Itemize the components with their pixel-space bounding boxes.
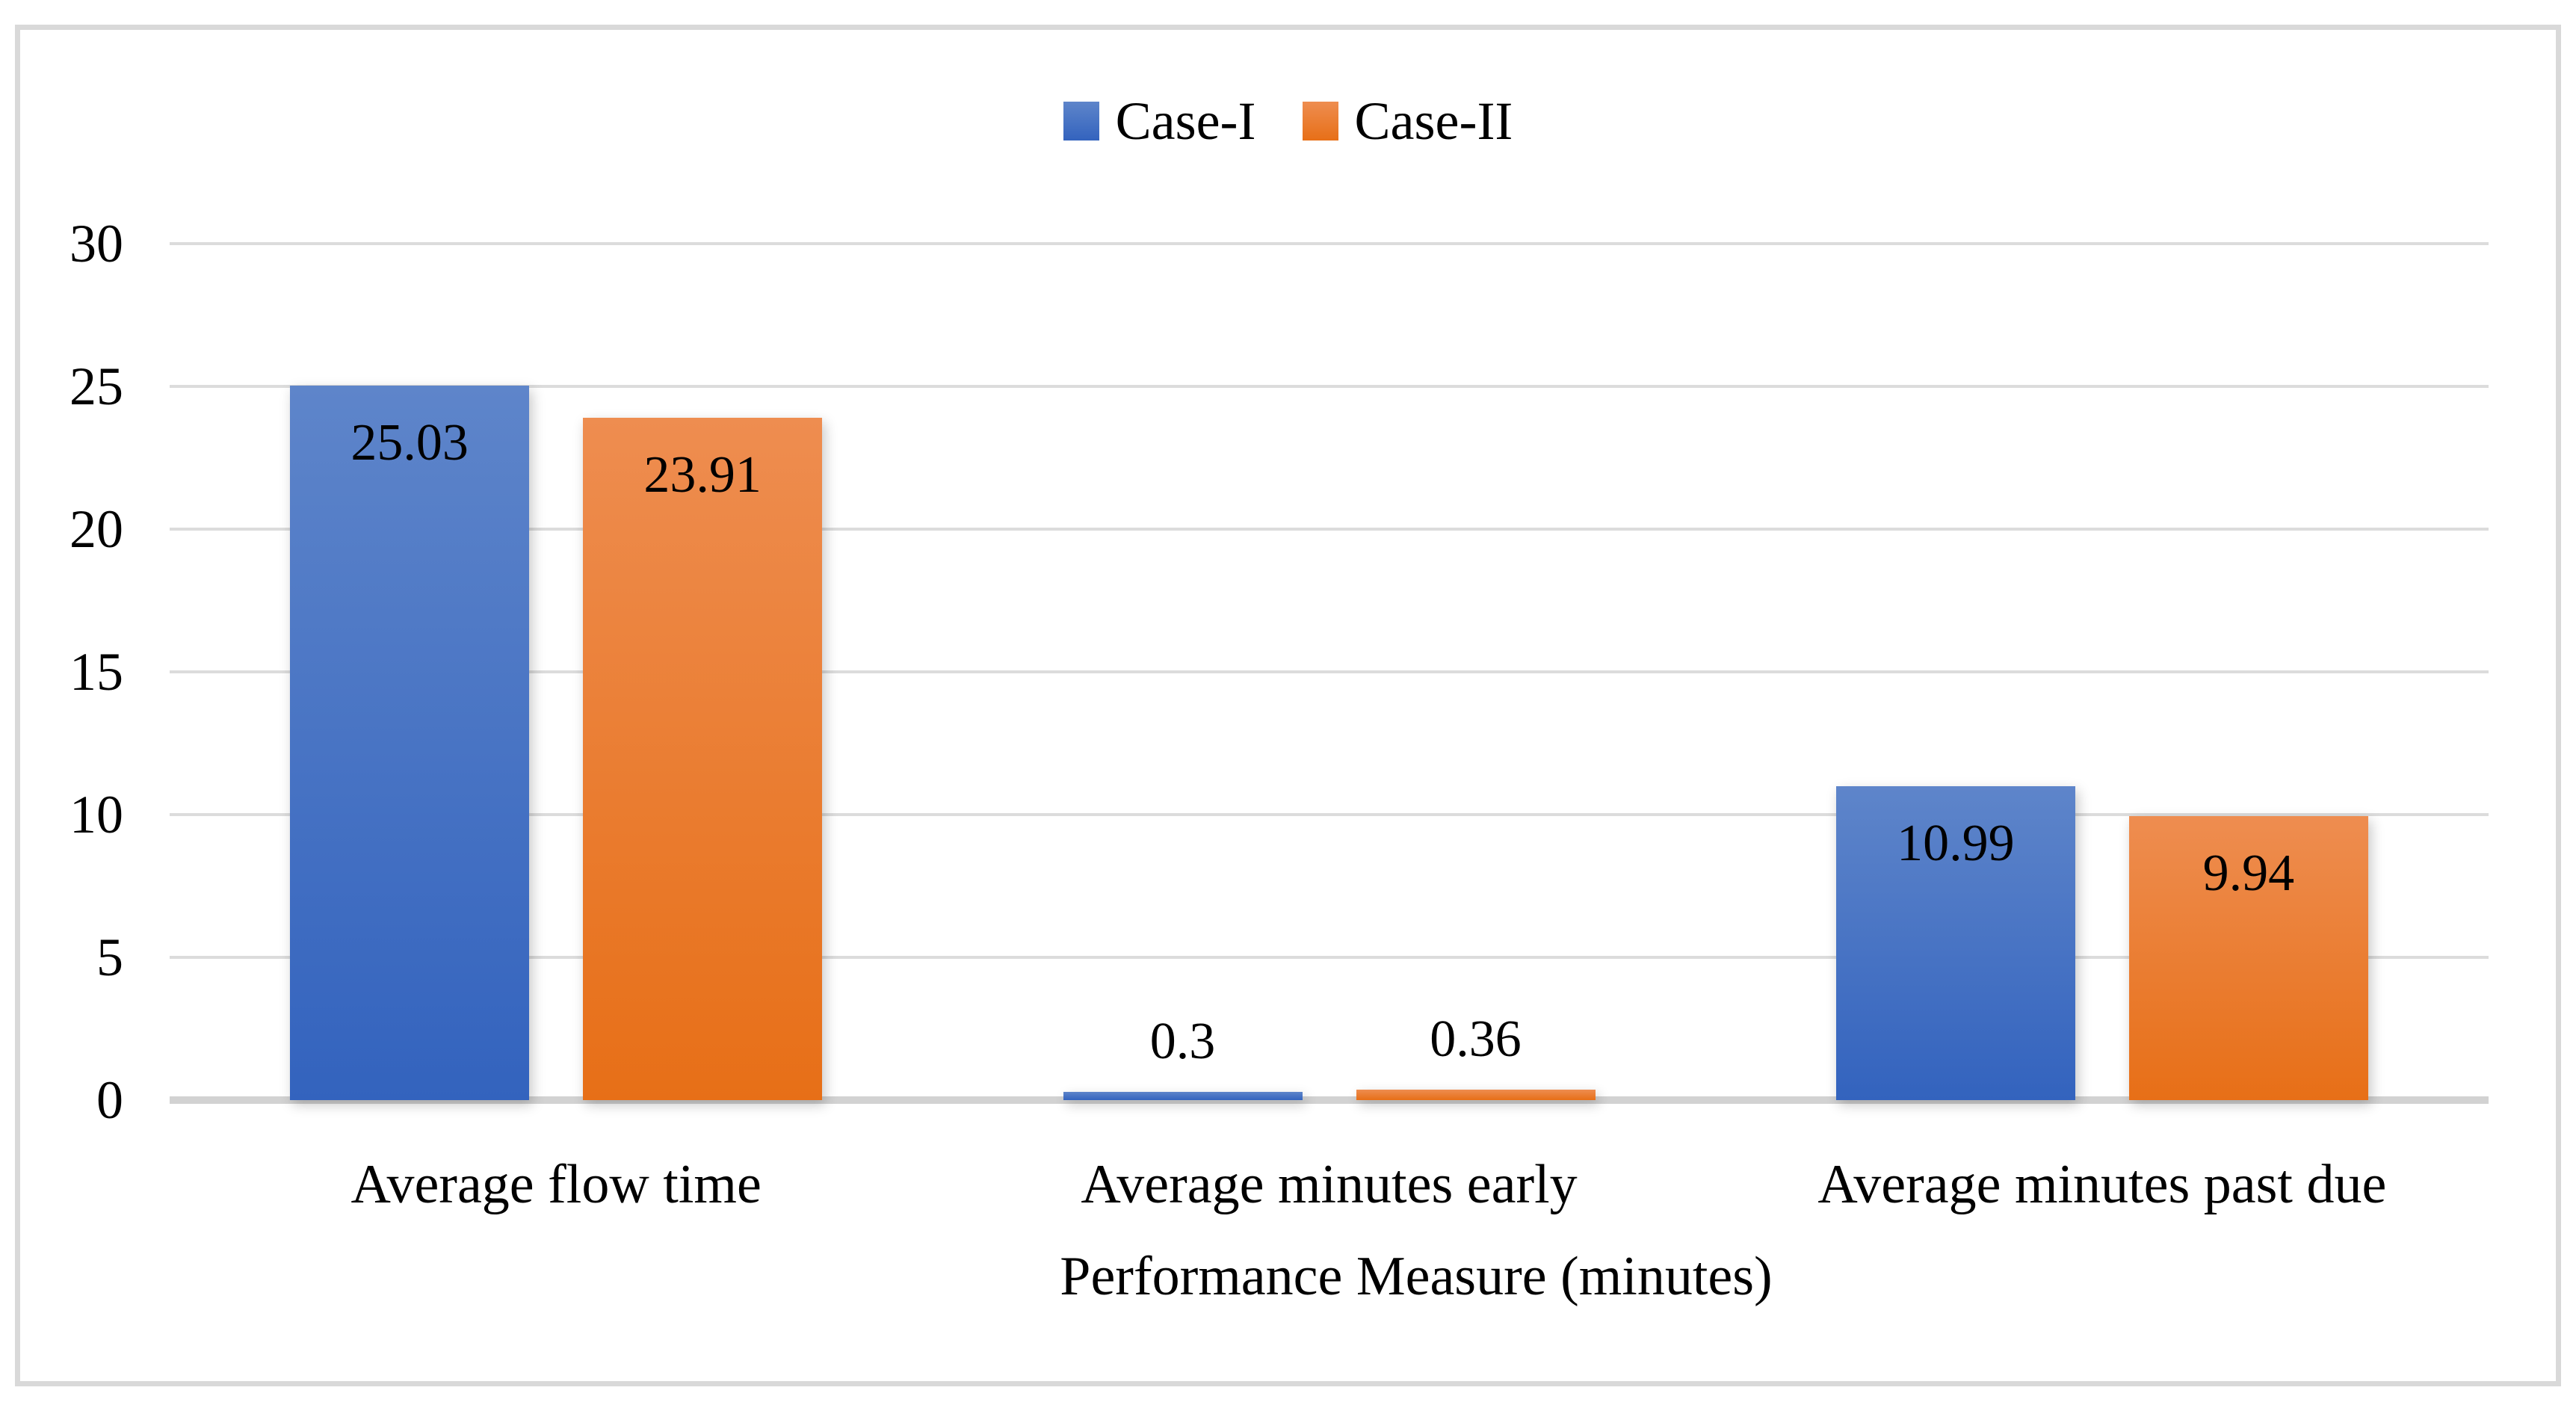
x-axis-title: Performance Measure (minutes) (1060, 1246, 1773, 1307)
bar-value-label: 0.36 (1430, 1010, 1522, 1069)
legend-label: Case-I (1115, 91, 1256, 151)
gridline (170, 242, 2489, 245)
legend: Case-I Case-II (0, 87, 2576, 155)
bar-case-i-average-minutes-past-due (1835, 786, 2075, 1100)
bar-case-ii-average-flow-time (583, 417, 823, 1100)
gridline (170, 813, 2489, 816)
legend-item-case-i: Case-I (1063, 87, 1256, 155)
legend-item-case-ii: Case-II (1302, 87, 1513, 155)
y-tick-label: 25 (70, 356, 123, 416)
gridline (170, 956, 2489, 959)
y-tick-label: 10 (70, 785, 123, 845)
bar-value-label: 23.91 (643, 445, 762, 504)
y-tick-label: 20 (70, 499, 123, 559)
category-label-average-minutes-past-due: Average minutes past due (1817, 1154, 2387, 1215)
y-tick-label: 30 (70, 214, 123, 274)
legend-swatch-case-ii (1302, 102, 1338, 141)
bar-value-label: 10.99 (1897, 815, 2015, 873)
gridline (170, 670, 2489, 673)
y-tick-label: 0 (96, 1070, 123, 1130)
gridline (170, 385, 2489, 388)
bar-case-i-average-flow-time (290, 385, 530, 1100)
y-tick-label: 5 (96, 927, 123, 987)
legend-swatch-case-i (1063, 102, 1099, 141)
bar-case-i-average-minutes-early (1063, 1091, 1303, 1100)
bar-case-ii-average-minutes-past-due (2128, 816, 2368, 1100)
bar-value-label: 0.3 (1149, 1012, 1216, 1070)
x-axis-line (170, 1096, 2489, 1104)
bar-case-ii-average-minutes-early (1356, 1090, 1596, 1100)
category-label-average-minutes-early: Average minutes early (1081, 1154, 1578, 1215)
bar-value-label: 25.03 (350, 413, 469, 472)
bar-value-label: 9.94 (2202, 845, 2295, 903)
legend-label: Case-II (1354, 91, 1513, 151)
category-label-average-flow-time: Average flow time (350, 1154, 762, 1215)
gridline (170, 528, 2489, 531)
y-tick-label: 15 (70, 642, 123, 702)
